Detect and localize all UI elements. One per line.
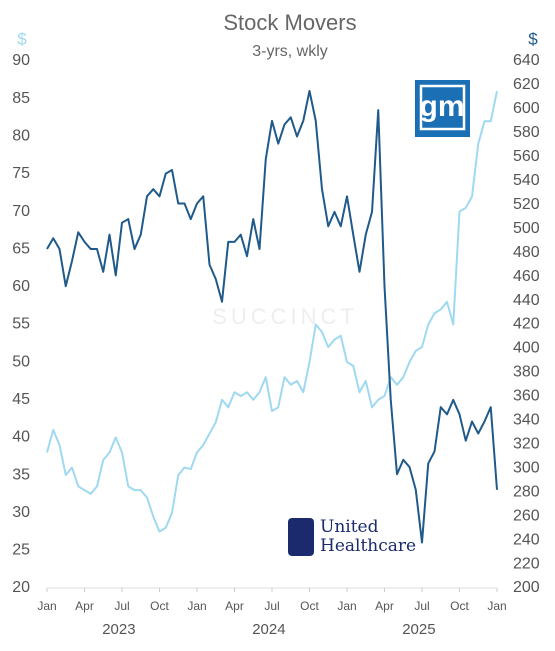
x-tick-label: Apr	[225, 599, 244, 613]
y2-tick-label: 460	[513, 268, 540, 285]
y-tick-label: 80	[12, 128, 30, 145]
uhc-logo	[288, 518, 314, 556]
x-tick-label: Jan	[337, 599, 356, 613]
x-tick-label: Jan	[187, 599, 206, 613]
y2-tick-label: 540	[513, 172, 540, 189]
y2-tick-label: 400	[513, 340, 540, 357]
y-tick-label: 65	[12, 240, 30, 257]
x-tick-label: Oct	[300, 599, 319, 613]
series-line	[46, 90, 498, 533]
y-tick-label: 40	[12, 429, 30, 446]
y2-tick-label: 340	[513, 412, 540, 429]
y2-tick-label: 280	[513, 483, 540, 500]
x-tick-label: Oct	[450, 599, 469, 613]
y2-tick-label: 500	[513, 220, 540, 237]
y2-tick-label: 480	[513, 244, 540, 261]
y2-tick-label: 600	[513, 100, 540, 117]
chart-title: Stock Movers	[223, 10, 356, 35]
y2-tick-label: 260	[513, 507, 540, 524]
gm-logo	[415, 80, 470, 137]
y-tick-label: 70	[12, 203, 30, 220]
year-label: 2024	[252, 621, 285, 638]
x-tick-label: Jul	[264, 599, 279, 613]
y-tick-label: 50	[12, 353, 30, 370]
y2-tick-label: 620	[513, 76, 540, 93]
y2-tick-label: 240	[513, 531, 540, 548]
year-label: 2023	[102, 621, 135, 638]
y2-axis-label: $	[528, 29, 538, 48]
y-tick-label: 75	[12, 165, 30, 182]
y-tick-label: 35	[12, 466, 30, 483]
y-tick-label: 90	[12, 52, 30, 69]
y-axis-label: $	[17, 29, 27, 48]
y2-tick-label: 200	[513, 579, 540, 596]
watermark: SUCCINCT	[212, 304, 358, 329]
x-tick-label: Oct	[150, 599, 169, 613]
y-tick-label: 20	[12, 579, 30, 596]
x-tick-label: Apr	[375, 599, 394, 613]
y-tick-label: 30	[12, 504, 30, 521]
year-label: 2025	[402, 621, 435, 638]
legend-label: United Healthcare	[320, 517, 417, 556]
legend-label: gm	[420, 90, 465, 123]
y2-tick-label: 220	[513, 555, 540, 572]
chart-subtitle: 3-yrs, wkly	[252, 43, 328, 60]
y2-tick-label: 520	[513, 196, 540, 213]
y-tick-label: 55	[12, 316, 30, 333]
x-tick-label: Jul	[114, 599, 129, 613]
y2-tick-label: 560	[513, 148, 540, 165]
y2-tick-label: 360	[513, 388, 540, 405]
y2-tick-label: 440	[513, 292, 540, 309]
x-tick-label: Jul	[414, 599, 429, 613]
y-tick-label: 45	[12, 391, 30, 408]
x-tick-label: Apr	[75, 599, 94, 613]
series-line	[46, 89, 498, 544]
y2-tick-label: 320	[513, 435, 540, 452]
x-tick-label: Jan	[487, 599, 506, 613]
y2-tick-label: 580	[513, 124, 540, 141]
x-tick-label: Jan	[37, 599, 56, 613]
gm-logo-frame	[419, 84, 466, 131]
y-tick-label: 60	[12, 278, 30, 295]
y-tick-label: 25	[12, 542, 30, 559]
y2-tick-label: 640	[513, 52, 540, 69]
y2-tick-label: 420	[513, 316, 540, 333]
y2-tick-label: 380	[513, 364, 540, 381]
y-tick-label: 85	[12, 90, 30, 107]
y2-tick-label: 300	[513, 459, 540, 476]
